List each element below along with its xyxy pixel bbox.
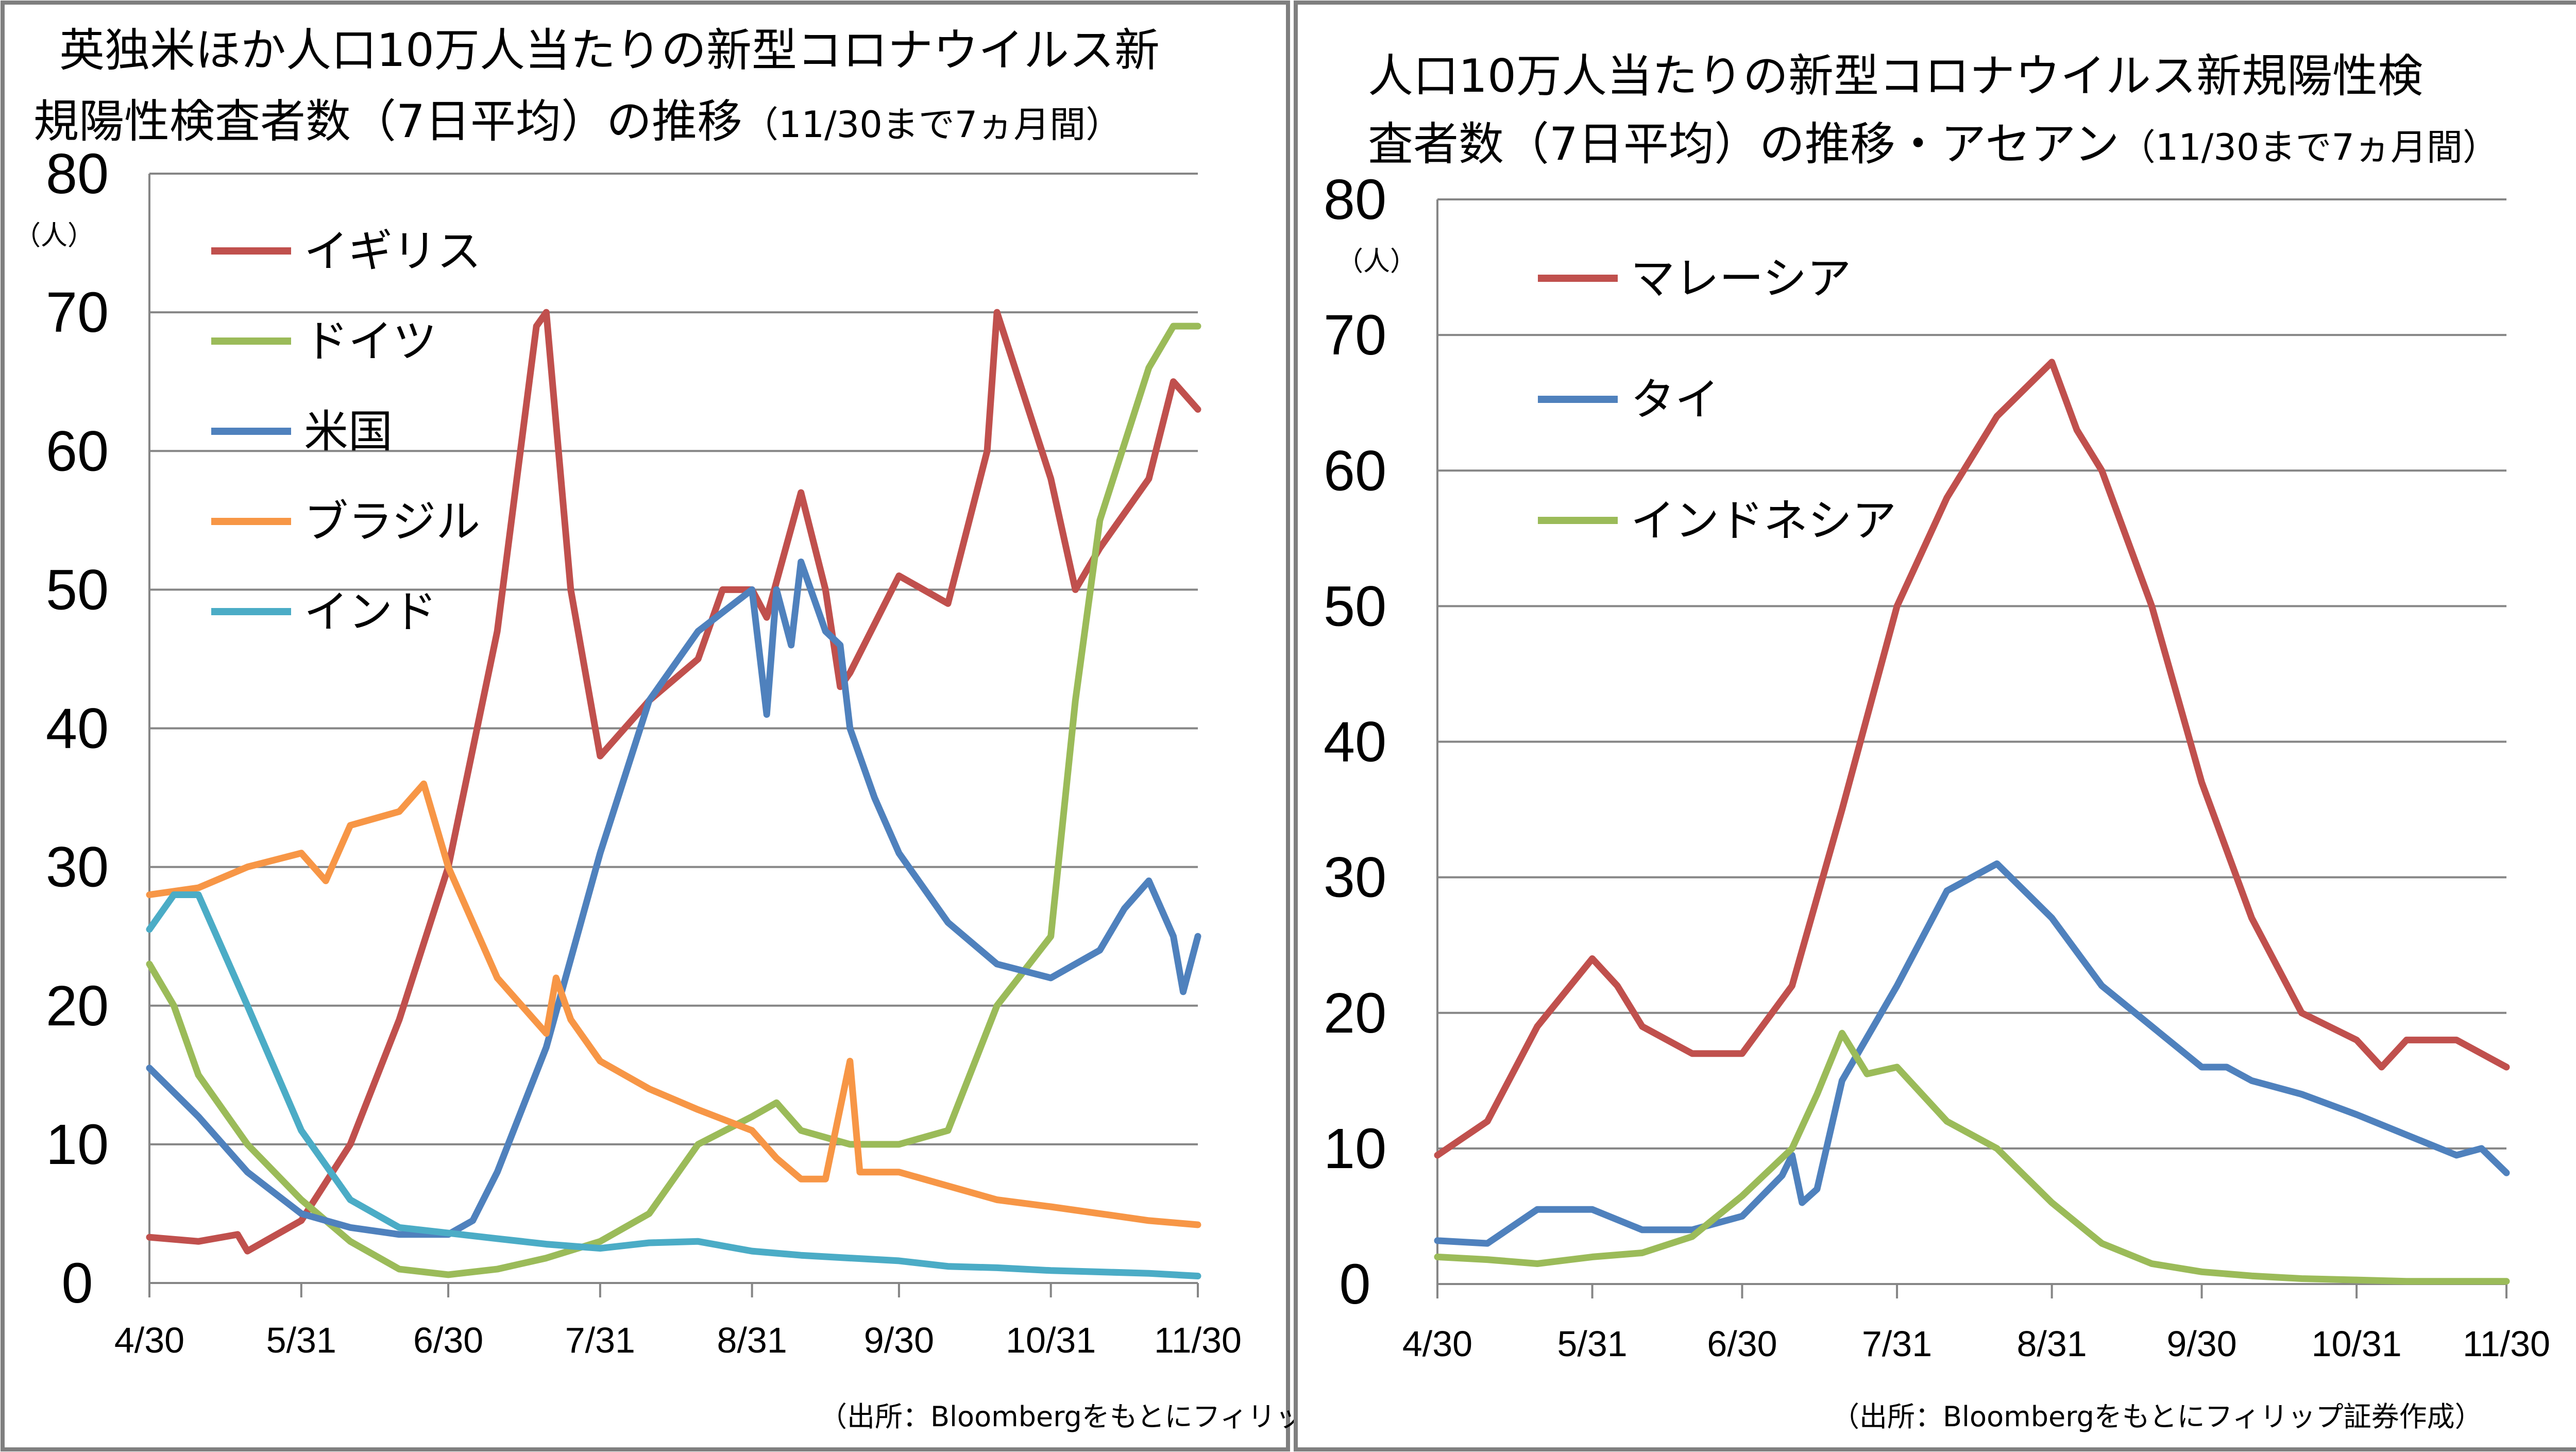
left-chart-unit: （人） — [14, 221, 94, 251]
left-chart-x-tick-label: 10/31 — [1006, 1320, 1096, 1360]
right-chart: 人口10万人当たりの新型コロナウイルス新規陽性検 査者数（7日平均）の推移・アセ… — [1324, 49, 2550, 1433]
left-chart-x-tick-label: 8/31 — [717, 1320, 787, 1360]
left-chart-series-line-3 — [146, 559, 1201, 1238]
left-chart-legend-label: ブラジル — [304, 496, 480, 548]
right-chart-x-tick-label: 4/30 — [1402, 1324, 1472, 1364]
right-chart-series-line-1 — [1434, 359, 2510, 1159]
left-chart-title-line2-wrap: 規陽性検査者数（7日平均）の推移（11/30まで7ヵ月間） — [33, 95, 1122, 148]
right-chart-y-tick-label: 40 — [1324, 711, 1386, 774]
right-chart-x-tick-label: 11/30 — [2463, 1324, 2550, 1364]
left-chart-series-line-1 — [146, 309, 1201, 1255]
left-chart-title-line2: 規陽性検査者数（7日平均）の推移 — [33, 95, 742, 148]
right-chart-y-tick-label: 0 — [1339, 1253, 1370, 1316]
right-chart-title-line1: 人口10万人当たりの新型コロナウイルス新規陽性検 — [1368, 49, 2423, 103]
left-chart-y-tick-label: 80 — [46, 142, 109, 206]
left-chart-x-tick-label: 4/30 — [114, 1320, 184, 1360]
right-chart-x-tick-label: 8/31 — [2017, 1324, 2087, 1364]
left-chart-series-line-5 — [146, 891, 1201, 1279]
right-chart-y-tick-label: 80 — [1324, 168, 1386, 231]
left-chart-legend-label: 米国 — [304, 406, 393, 458]
left-chart: 英独米ほか人口10万人当たりの新型コロナウイルス新 規陽性検査者数（7日平均）の… — [14, 24, 1470, 1433]
right-chart-y-tick-label: 20 — [1324, 982, 1386, 1045]
right-chart-legend-label: タイ — [1631, 374, 1719, 426]
left-chart-y-tick-label: 20 — [46, 974, 109, 1038]
left-chart-y-tick-label: 0 — [61, 1252, 93, 1315]
right-chart-series-line-3 — [1434, 1029, 2510, 1285]
right-chart-title-suffix: （11/30まで7ヵ月間） — [2120, 126, 2499, 168]
right-chart-source: （出所：Bloombergをもとにフィリップ証券作成） — [1832, 1400, 2483, 1433]
left-chart-legend-label: インド — [304, 586, 437, 638]
left-panel-border — [1, 1, 1290, 1451]
left-chart-title-line1: 英独米ほか人口10万人当たりの新型コロナウイルス新 — [59, 24, 1160, 77]
left-chart-series — [146, 309, 1201, 1279]
right-chart-legend-label: マレーシア — [1631, 253, 1851, 305]
left-chart-grid — [149, 173, 1198, 1145]
right-chart-legend-label: インドネシア — [1631, 495, 1896, 547]
left-chart-y-tick-label: 70 — [46, 281, 109, 344]
right-chart-unit: （人） — [1336, 246, 1417, 277]
right-chart-y-tick-label: 10 — [1324, 1117, 1386, 1180]
left-chart-x-tick-label: 6/30 — [413, 1320, 483, 1360]
left-chart-y-tick-label: 30 — [46, 836, 109, 899]
left-chart-legend-label: イギリス — [304, 226, 481, 277]
right-chart-x-tick-label: 6/30 — [1707, 1324, 1777, 1364]
right-chart-y-tick-label: 30 — [1324, 846, 1386, 909]
left-chart-series-line-4 — [146, 780, 1201, 1228]
left-chart-series-line-2 — [146, 323, 1201, 1278]
left-chart-x-tick-label: 5/31 — [266, 1320, 336, 1360]
right-chart-title-line2-wrap: 査者数（7日平均）の推移・アセアン（11/30まで7ヵ月間） — [1368, 117, 2499, 171]
left-chart-axes: 0 10 20 30 40 50 60 70 80 4/30 5/31 6/30 7/31 8/31 9/3… — [46, 142, 1242, 1360]
right-chart-title-line2: 査者数（7日平均）の推移・アセアン — [1368, 117, 2120, 171]
right-chart-x-tick-label: 10/31 — [2312, 1324, 2402, 1364]
right-chart-y-tick-label: 60 — [1324, 439, 1386, 502]
right-chart-y-tick-label: 70 — [1324, 303, 1386, 367]
left-chart-y-tick-label: 50 — [46, 558, 109, 621]
left-chart-y-tick-label: 60 — [46, 419, 109, 483]
right-chart-y-tick-label: 50 — [1324, 575, 1386, 638]
right-chart-x-tick-label: 9/30 — [2166, 1324, 2236, 1364]
right-chart-series-line-2 — [1434, 860, 2510, 1247]
left-chart-x-tick-label: 11/30 — [1154, 1320, 1242, 1360]
right-chart-series — [1434, 359, 2510, 1285]
left-chart-x-tick-label: 7/31 — [565, 1320, 635, 1360]
right-panel-border — [1294, 1, 2576, 1451]
right-chart-axes: 0 10 20 30 40 50 60 70 80 4/30 5/31 6/30 7/31 8/31 9/3… — [1324, 168, 2550, 1364]
left-chart-y-tick-label: 10 — [46, 1113, 109, 1176]
left-chart-y-tick-label: 40 — [46, 697, 109, 761]
right-chart-x-tick-label: 5/31 — [1557, 1324, 1627, 1364]
left-chart-legend-label: ドイツ — [304, 316, 437, 367]
left-chart-title-suffix: （11/30まで7ヵ月間） — [742, 104, 1122, 146]
right-chart-x-tick-label: 7/31 — [1862, 1324, 1932, 1364]
left-chart-x-tick-label: 9/30 — [864, 1320, 934, 1360]
